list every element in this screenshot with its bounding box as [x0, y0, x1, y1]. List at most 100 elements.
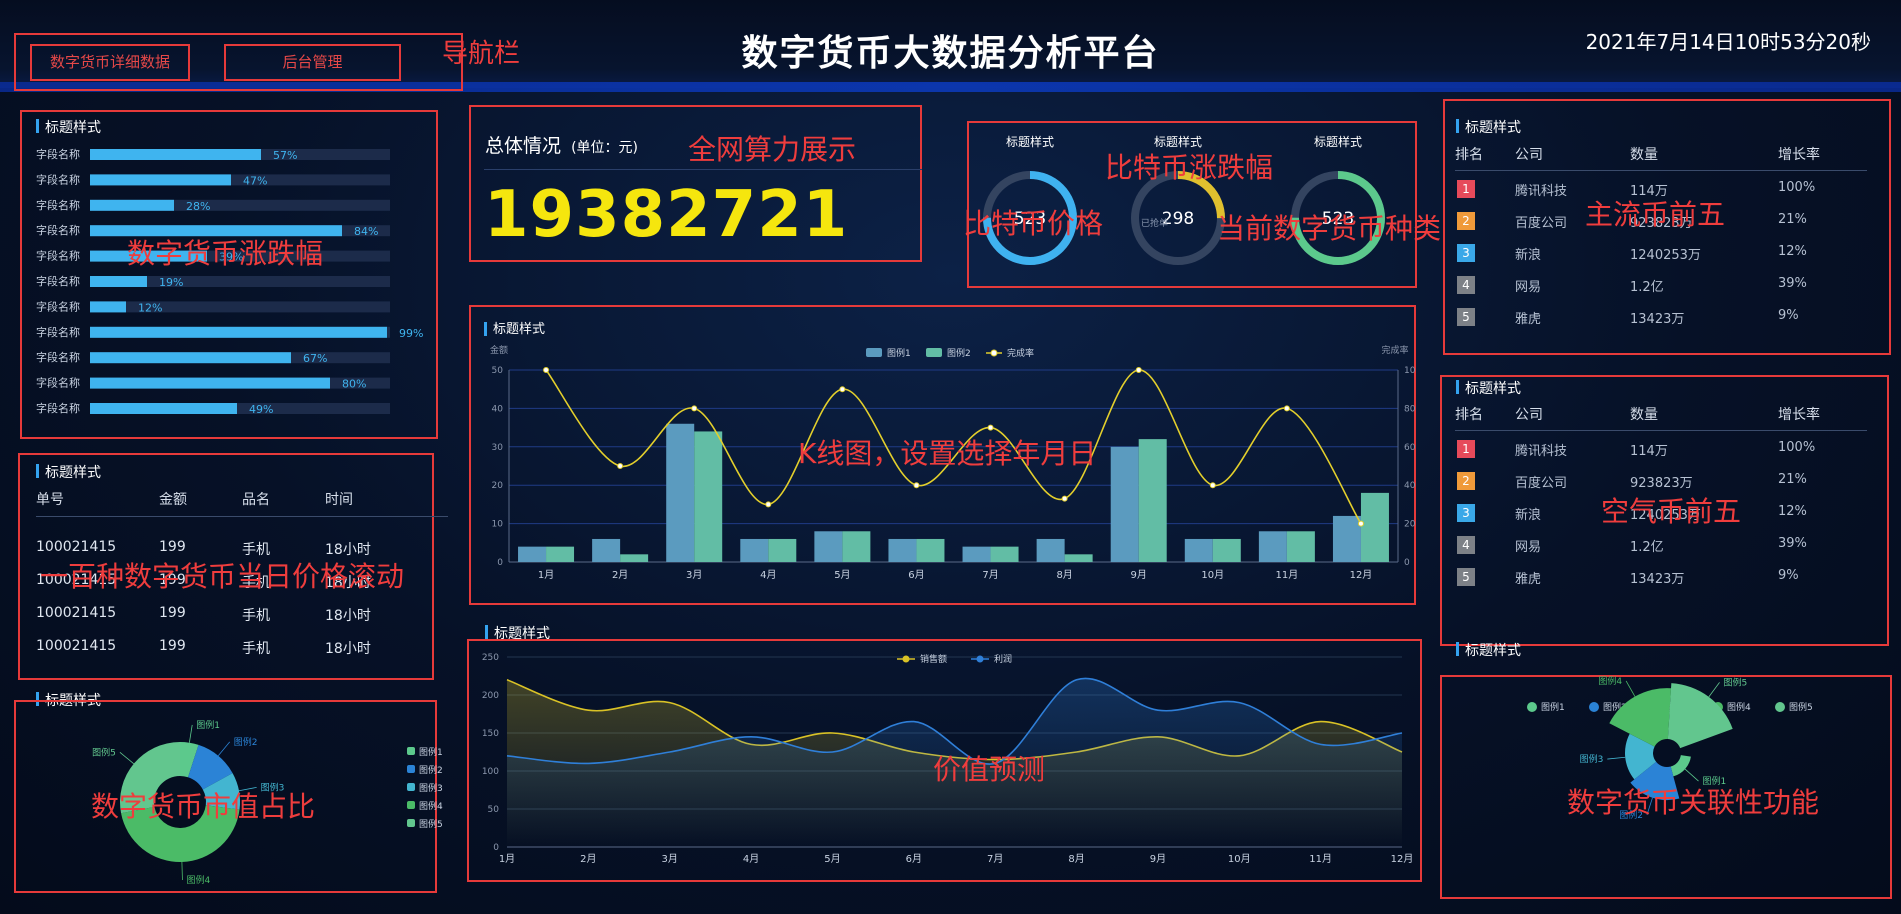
ranking-row: 2 百度公司 923823万 21% — [1455, 472, 1867, 492]
scroll-cell: 100021415 — [36, 605, 117, 621]
combo-xtick: 7月 — [982, 569, 998, 581]
ranking-row: 3 新浪 1240253万 12% — [1455, 244, 1867, 264]
gauge-title: 标题样式 — [1314, 134, 1362, 149]
combo-y2tick: 60 — [1404, 443, 1416, 453]
total-unit: (单位：元) — [571, 140, 638, 156]
scroll-cell: 199 — [159, 638, 186, 654]
donut-slice — [1625, 733, 1657, 780]
ranking-amount: 13423万 — [1630, 312, 1685, 327]
combo-bar — [1064, 554, 1093, 562]
ranking-amount: 923823万 — [1630, 476, 1693, 491]
ranking-amount: 1240253万 — [1630, 248, 1701, 263]
bar-value-label: 84% — [354, 225, 378, 238]
combo-bar — [962, 546, 991, 562]
rank-badge: 2 — [1457, 212, 1475, 230]
scroll-cell: 手机 — [242, 542, 270, 558]
ranking-growth: 39% — [1778, 276, 1807, 291]
gauge-title: 标题样式 — [1154, 134, 1202, 149]
predict-annotation: 价值预测 — [933, 753, 1046, 786]
bar-fill — [90, 225, 342, 237]
combo-xtick: 9月 — [1131, 569, 1147, 581]
page-title: 数字货币大数据分析平台 — [741, 33, 1160, 74]
bar-field-label: 字段名称 — [36, 401, 80, 415]
combo-line-point — [1135, 367, 1142, 373]
scroll-header-cell: 时间 — [325, 492, 353, 508]
bar-fill — [90, 149, 261, 160]
combo-bar — [592, 538, 621, 562]
donut-slice — [202, 773, 241, 810]
area-legend-label: 利润 — [994, 653, 1012, 665]
donut-label: 图例2 — [1619, 809, 1643, 821]
pie-chart: 图例1 图例2 图例3 图例4 图例5 图例1 图例2 图例3 图例4 图例5 — [92, 719, 443, 886]
bar-fill — [90, 326, 387, 338]
bar-field-label: 字段名称 — [36, 325, 80, 339]
combo-line-point — [987, 424, 994, 431]
combo-line-point — [617, 463, 624, 469]
combo-bar — [888, 538, 917, 562]
ranking-row: 5 雅虎 13423万 9% — [1455, 568, 1867, 588]
bar-field-label: 字段名称 — [36, 223, 80, 237]
bar-field-label: 字段名称 — [36, 350, 80, 364]
relation-legend-dot — [1589, 702, 1599, 712]
bar-track — [90, 301, 390, 313]
header-divider — [0, 82, 1901, 92]
pie-legend-swatch — [407, 801, 415, 809]
donut-leader — [1625, 680, 1636, 697]
ranking-header-cell: 公司 — [1515, 147, 1543, 163]
donut-label: 图例5 — [1724, 676, 1748, 688]
ranking-growth: 21% — [1778, 212, 1807, 227]
combo-xtick: 11月 — [1276, 569, 1299, 581]
ranking-header-cell: 增长率 — [1778, 147, 1820, 163]
total-label-text: 总体情况 — [485, 135, 562, 157]
ranking-growth: 39% — [1778, 536, 1807, 551]
nav-button-detail[interactable]: 数字货币详细数据 — [30, 44, 190, 81]
bar-fill — [90, 174, 231, 186]
donut-leader — [188, 724, 193, 743]
ranking-divider — [1455, 170, 1867, 171]
predict-panel-title: 标题样式 — [485, 623, 550, 643]
bar-value-label: 49% — [249, 403, 273, 416]
combo-ytick: 30 — [492, 443, 504, 453]
combo-bar — [768, 538, 797, 562]
combo-bar — [1360, 492, 1389, 562]
ranking-growth: 100% — [1778, 440, 1816, 455]
area-xtick: 7月 — [987, 853, 1003, 865]
combo-line-point — [1283, 405, 1290, 412]
combo-bar — [916, 538, 945, 562]
combo-title: 标题样式 — [493, 322, 545, 337]
combo-ytick: 40 — [492, 404, 504, 414]
total-value: 19382721 — [484, 178, 849, 252]
nav-area — [14, 33, 463, 91]
donut-label: 图例3 — [1580, 753, 1604, 765]
ranking-header-cell: 排名 — [1455, 147, 1483, 163]
ranking-amount: 1240253万 — [1630, 508, 1701, 523]
datetime: 2021年7月14日10时53分20秒 — [1585, 30, 1871, 54]
donut-slice — [1609, 688, 1672, 747]
ranking-amount: 13423万 — [1630, 572, 1685, 587]
combo-bar — [1036, 538, 1065, 562]
combo-legend-swatch — [866, 348, 882, 357]
scroll-cell: 手机 — [242, 575, 270, 591]
ranking-main-panel — [1443, 99, 1891, 355]
nav-button-admin[interactable]: 后台管理 — [224, 44, 401, 81]
combo-bar — [1138, 439, 1167, 562]
scroll-cell: 199 — [159, 605, 186, 621]
scroll-cell: 手机 — [242, 641, 270, 657]
combo-bar — [1110, 446, 1139, 562]
pie-legend-label: 图例4 — [419, 800, 443, 812]
combo-title-marker — [484, 322, 487, 336]
kline-annotation: K线图，设置选择年月日 — [798, 437, 1097, 470]
relation-panel — [1440, 675, 1892, 899]
total-annotation: 全网算力展示 — [688, 133, 857, 166]
combo-line-point — [765, 501, 772, 508]
ranking-company: 百度公司 — [1515, 216, 1568, 231]
bar-value-label: 80% — [342, 378, 366, 391]
donut-slice — [1670, 755, 1691, 777]
ranking-company: 新浪 — [1515, 508, 1542, 523]
ranking-growth: 9% — [1778, 568, 1799, 583]
donut-label: 图例3 — [261, 781, 285, 793]
ranking-amount: 1.2亿 — [1630, 280, 1664, 295]
rank-badge: 1 — [1457, 440, 1475, 458]
rank-badge: 5 — [1457, 568, 1475, 586]
combo-bar — [1212, 538, 1241, 562]
